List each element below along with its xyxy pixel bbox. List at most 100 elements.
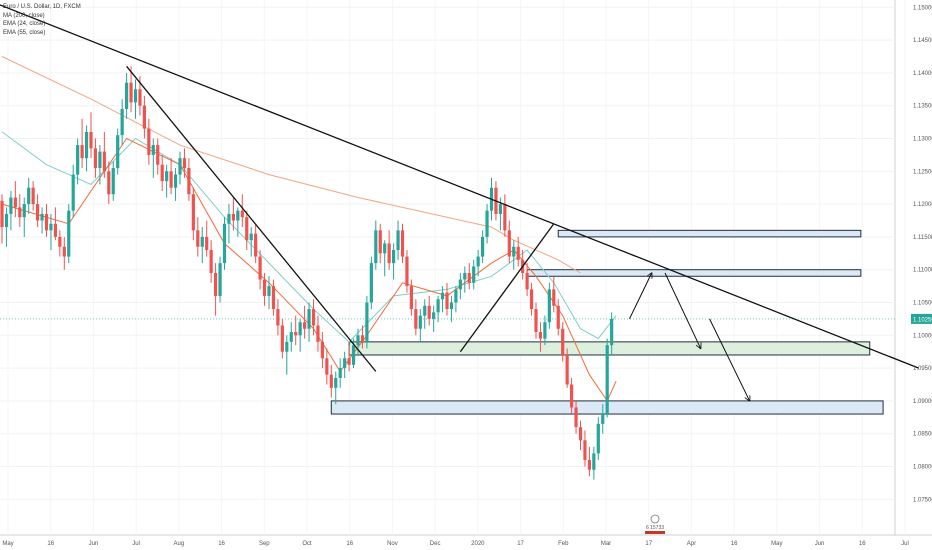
- candle: [418, 309, 422, 342]
- candle-body: [18, 207, 22, 218]
- trendline: [126, 65, 377, 372]
- candle: [107, 161, 111, 205]
- candle: [561, 322, 565, 362]
- candle: [587, 446, 591, 477]
- candle-body: [298, 322, 302, 336]
- candle-body: [383, 243, 387, 254]
- candle-body: [561, 328, 565, 355]
- legend-ema55[interactable]: EMA (55, close): [3, 29, 46, 36]
- candle: [298, 318, 302, 352]
- candle-body: [481, 236, 485, 257]
- candle: [84, 125, 89, 172]
- candle-body: [307, 309, 311, 329]
- time-axis[interactable]: May 16 Jun Jul Aug 16 Sep Oct 16 Nov Dec 2020 17 Feb M…: [2, 541, 909, 547]
- candle: [102, 131, 106, 178]
- legend-ema24[interactable]: EMA (24, close): [3, 21, 46, 27]
- legend-symbol[interactable]: Euro / U.S. Dollar, 1D, FXCM: [3, 4, 81, 10]
- candle: [245, 210, 249, 251]
- candle: [22, 197, 26, 237]
- candle-body: [120, 108, 124, 136]
- candle: [18, 194, 22, 228]
- candle-body: [133, 89, 138, 103]
- candle-body: [440, 292, 445, 300]
- candle-body: [449, 302, 454, 310]
- trendline: [459, 223, 555, 353]
- x-tick-label: Mar: [601, 541, 611, 547]
- x-tick-label: 17: [645, 541, 652, 547]
- candle: [116, 128, 120, 175]
- candle: [236, 207, 240, 237]
- candle-body: [556, 305, 560, 329]
- x-tick-label: 17: [517, 541, 524, 547]
- candle: [476, 250, 480, 277]
- candle: [538, 322, 543, 352]
- price-axis[interactable]: 1.15000 1.14500 1.14000 1.13500 1.13000 1.125…: [911, 5, 932, 503]
- candle-body: [71, 174, 75, 211]
- candle: [365, 295, 369, 349]
- candle-body: [173, 174, 178, 188]
- candle: [182, 148, 187, 178]
- candle-body: [320, 341, 324, 359]
- candle: [280, 318, 284, 359]
- candle-body: [267, 286, 271, 296]
- candle-body: [534, 309, 538, 333]
- candle-body: [374, 230, 378, 264]
- candle: [4, 207, 9, 247]
- candle: [125, 72, 129, 119]
- candle: [436, 295, 440, 323]
- candle: [556, 299, 560, 336]
- candle-body: [280, 325, 284, 352]
- candle-body: [4, 213, 9, 228]
- candle-body: [565, 354, 569, 385]
- candle-body: [351, 345, 356, 365]
- x-tick-label: Sep: [259, 541, 270, 547]
- candle: [383, 240, 387, 277]
- candle-body: [138, 89, 142, 106]
- candle-body: [596, 423, 600, 454]
- chart-grid: [0, 0, 932, 536]
- candle-body: [458, 279, 462, 290]
- candle: [423, 299, 427, 329]
- candle-body: [58, 236, 62, 247]
- candle: [9, 190, 13, 231]
- candle-body: [62, 246, 66, 257]
- candle-body: [463, 272, 467, 280]
- candle: [222, 217, 227, 270]
- candle-body: [80, 145, 84, 159]
- x-tick-label: Apr: [687, 541, 696, 547]
- candle: [320, 332, 324, 369]
- candle-body: [196, 230, 200, 247]
- candle-body: [89, 131, 93, 149]
- candle-body: [485, 210, 489, 237]
- candle: [347, 345, 351, 372]
- candle: [360, 325, 365, 349]
- candle: [89, 112, 93, 159]
- candle-body: [200, 236, 204, 247]
- candle-body: [516, 246, 520, 260]
- candle-body: [76, 145, 80, 175]
- y-tick-label: 1.14500: [913, 38, 932, 44]
- candle-body: [129, 82, 133, 103]
- candle-body: [583, 440, 587, 460]
- candle: [231, 197, 235, 231]
- candle: [294, 315, 298, 346]
- candle: [200, 227, 204, 264]
- legend-ma200[interactable]: MA (200, close): [3, 12, 45, 19]
- y-tick-label: 1.14000: [913, 71, 932, 77]
- candle: [534, 302, 538, 339]
- candle: [285, 335, 289, 375]
- x-tick-label: Dec: [430, 541, 441, 547]
- candle-body: [151, 145, 155, 155]
- candle: [129, 66, 133, 113]
- candle-body: [218, 263, 222, 296]
- candle-body: [400, 230, 405, 257]
- candle: [592, 446, 596, 480]
- trendline: [0, 4, 919, 369]
- watermark-logo: 6 15733: [645, 514, 665, 534]
- candle-body: [378, 230, 382, 254]
- y-tick-label: 1.10000: [913, 333, 932, 339]
- candle: [227, 204, 231, 244]
- candle: [218, 256, 222, 303]
- candle-body: [574, 407, 578, 428]
